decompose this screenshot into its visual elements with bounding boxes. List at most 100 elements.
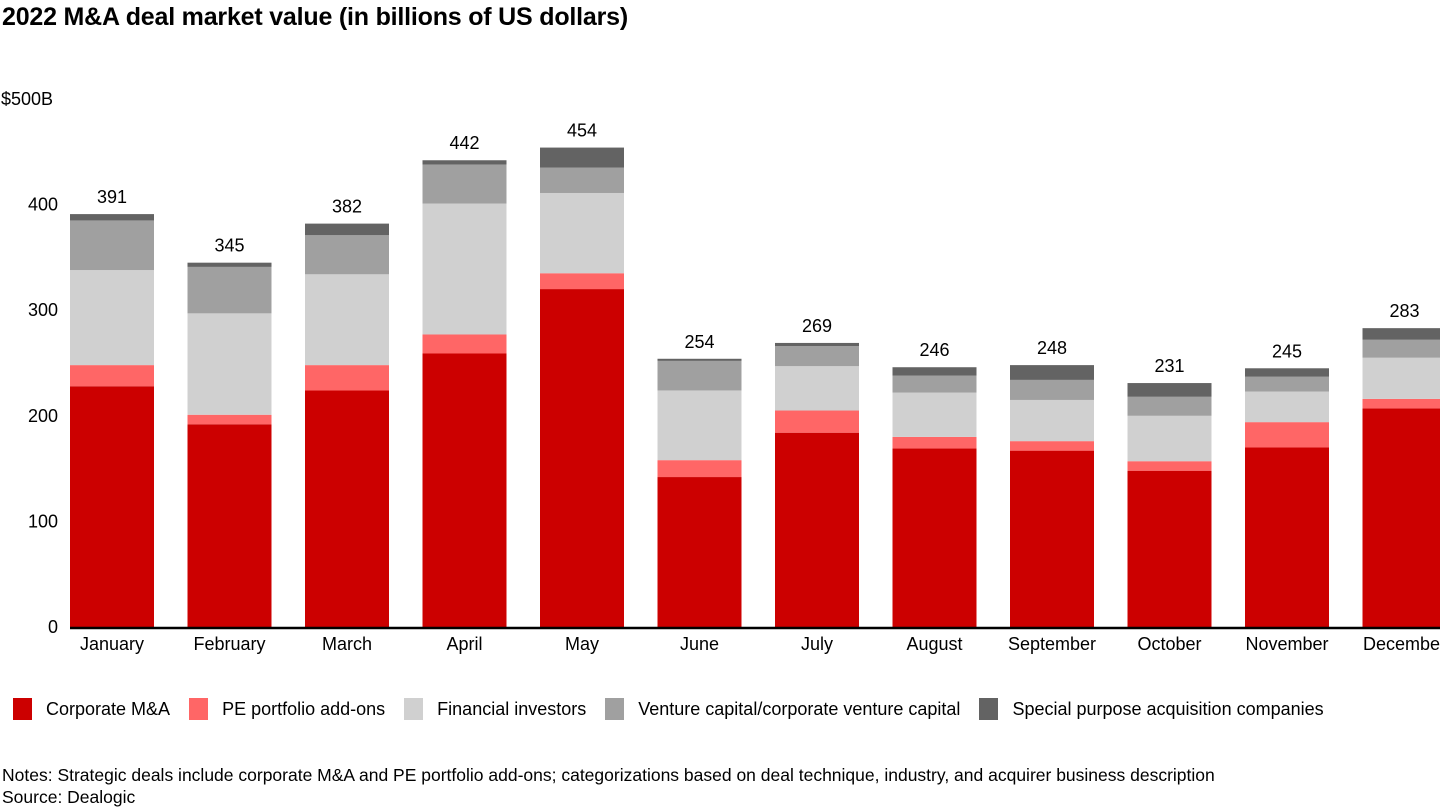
- x-tick-label: March: [322, 634, 372, 654]
- bar-segment-corporate-ma: [1127, 470, 1212, 627]
- bar-segment-financial-investors: [422, 203, 507, 335]
- total-label: 382: [332, 197, 362, 217]
- bar-segment-vc-cvc: [187, 266, 272, 314]
- bar-segment-financial-investors: [187, 313, 272, 415]
- bar-segment-spac: [70, 214, 154, 221]
- bar-segment-financial-investors: [1245, 391, 1329, 423]
- bar-segment-financial-investors: [70, 270, 154, 366]
- legend-item: Corporate M&A: [13, 698, 170, 720]
- bar-stack-december: [1362, 328, 1440, 627]
- legend-label: PE portfolio add-ons: [222, 698, 386, 719]
- legend-swatch: [189, 698, 209, 720]
- bar-segment-vc-cvc: [70, 220, 154, 271]
- bar-segment-financial-investors: [305, 274, 389, 366]
- legend-label: Special purpose acquisition companies: [1012, 698, 1324, 719]
- bars-group: [70, 147, 1440, 627]
- bar-segment-financial-investors: [540, 192, 624, 274]
- bar-segment-vc-cvc: [1362, 339, 1440, 358]
- legend-item: PE portfolio add-ons: [189, 698, 385, 720]
- bar-stack-november: [1245, 368, 1329, 627]
- x-tick-label: January: [80, 634, 144, 654]
- legend-label: Corporate M&A: [46, 698, 171, 719]
- total-label: 283: [1389, 301, 1419, 321]
- bar-segment-vc-cvc: [540, 167, 624, 193]
- bar-segment-spac: [422, 160, 507, 165]
- y-tick-label: 400: [28, 195, 58, 215]
- x-tick-label: July: [801, 634, 833, 654]
- bar-segment-financial-investors: [892, 392, 977, 437]
- bar-segment-corporate-ma: [305, 390, 389, 627]
- x-tick-label: May: [565, 634, 599, 654]
- bar-segment-pe-addons: [892, 436, 977, 449]
- total-label: 254: [684, 332, 714, 352]
- legend-item: Financial investors: [404, 698, 586, 720]
- legend-swatch: [979, 698, 999, 720]
- bar-stack-may: [540, 147, 624, 627]
- legend-label: Venture capital/corporate venture capita…: [638, 698, 961, 719]
- notes-text: Notes: Strategic deals include corporate…: [2, 765, 1215, 785]
- x-tick-label: November: [1245, 634, 1328, 654]
- x-tick-label: June: [680, 634, 719, 654]
- bar-segment-financial-investors: [1362, 357, 1440, 399]
- total-label: 245: [1272, 341, 1302, 361]
- y-tick-label: 300: [28, 300, 58, 320]
- bar-segment-pe-addons: [1010, 441, 1094, 451]
- total-label: 231: [1154, 356, 1184, 376]
- bar-segment-vc-cvc: [775, 346, 859, 367]
- legend-swatch: [605, 698, 625, 720]
- total-label: 442: [449, 133, 479, 153]
- bar-stack-august: [892, 367, 977, 627]
- bar-stack-july: [775, 342, 859, 627]
- legend-swatch: [13, 698, 32, 720]
- bar-segment-spac: [775, 342, 859, 347]
- x-tick-label: September: [1008, 634, 1096, 654]
- legend-swatch: [404, 698, 424, 720]
- total-label: 345: [214, 236, 244, 256]
- x-tick-label: December: [1363, 634, 1440, 654]
- bar-segment-corporate-ma: [70, 386, 154, 627]
- total-label: 391: [97, 187, 127, 207]
- bar-segment-spac: [892, 367, 977, 376]
- bar-segment-corporate-ma: [1362, 408, 1440, 627]
- x-tick-label: August: [906, 634, 962, 654]
- y-tick-label: $500B: [1, 89, 53, 109]
- chart-title: 2022 M&A deal market value (in billions …: [2, 3, 628, 31]
- bar-stack-february: [187, 262, 272, 627]
- legend-item: Special purpose acquisition companies: [979, 698, 1324, 720]
- x-axis-month-labels: January February March April May June July Augu…: [80, 634, 1440, 654]
- bar-segment-corporate-ma: [657, 477, 742, 627]
- bar-segment-financial-investors: [1010, 399, 1094, 442]
- total-label: 269: [802, 316, 832, 336]
- bar-segment-spac: [540, 147, 624, 168]
- bar-segment-corporate-ma: [187, 424, 272, 627]
- bar-segment-financial-investors: [657, 390, 742, 461]
- bar-segment-spac: [1245, 368, 1329, 377]
- bar-segment-spac: [657, 358, 742, 361]
- bar-stack-september: [1010, 365, 1094, 627]
- bar-stack-march: [305, 223, 389, 627]
- y-tick-label: 0: [48, 617, 58, 637]
- bar-segment-vc-cvc: [1010, 379, 1094, 400]
- bar-segment-pe-addons: [305, 365, 389, 391]
- bar-segment-vc-cvc: [305, 235, 389, 275]
- bar-segment-corporate-ma: [1245, 447, 1329, 627]
- bar-segment-pe-addons: [422, 334, 507, 354]
- bar-stack-june: [657, 358, 742, 627]
- bar-stack-january: [70, 214, 154, 627]
- bar-segment-corporate-ma: [775, 432, 859, 627]
- bar-segment-pe-addons: [187, 414, 272, 425]
- bar-segment-spac: [1127, 383, 1212, 397]
- legend-label: Financial investors: [437, 698, 587, 719]
- bar-segment-financial-investors: [775, 366, 859, 411]
- bar-segment-corporate-ma: [892, 448, 977, 627]
- bar-segment-spac: [1362, 328, 1440, 340]
- bar-segment-pe-addons: [1127, 461, 1212, 471]
- bar-segment-vc-cvc: [1245, 376, 1329, 392]
- total-label: 246: [919, 340, 949, 360]
- legend-item: Venture capital/corporate venture capita…: [605, 698, 960, 720]
- bar-segment-pe-addons: [70, 365, 154, 387]
- bar-segment-pe-addons: [1362, 398, 1440, 409]
- bar-segment-vc-cvc: [1127, 396, 1212, 416]
- total-label: 248: [1037, 338, 1067, 358]
- x-tick-label: October: [1137, 634, 1201, 654]
